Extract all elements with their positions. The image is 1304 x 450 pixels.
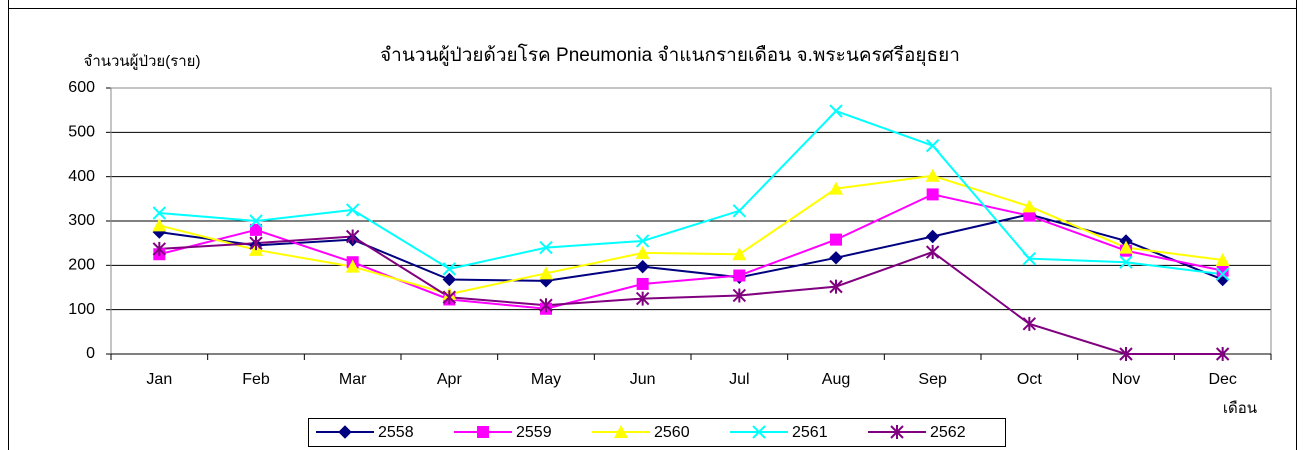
data-point <box>926 188 939 201</box>
legend-marker <box>752 425 766 439</box>
data-point <box>829 104 843 118</box>
y-tick-label: 100 <box>68 301 95 318</box>
legend-marker <box>338 425 352 439</box>
data-point <box>635 291 650 306</box>
y-axis-label: จำนวนผู้ป่วย(ราย) <box>84 53 201 70</box>
x-tick-label: Sep <box>918 371 947 388</box>
legend-label: 2561 <box>792 424 828 441</box>
legend-label: 2560 <box>654 424 690 441</box>
data-point <box>442 272 457 287</box>
x-tick-label: Jan <box>146 371 172 388</box>
data-point <box>925 229 940 244</box>
legend-marker <box>890 425 904 439</box>
series-line <box>159 213 1224 282</box>
data-point <box>1022 199 1037 213</box>
x-tick-label: Nov <box>1112 371 1140 388</box>
data-point <box>539 240 553 255</box>
x-tick-label: Feb <box>242 371 270 388</box>
data-point <box>1022 316 1037 331</box>
data-point <box>249 236 263 251</box>
data-point <box>636 277 649 290</box>
data-point <box>249 214 263 228</box>
data-point <box>925 138 940 153</box>
series-line <box>159 235 1223 355</box>
data-point <box>1215 347 1230 361</box>
data-point <box>152 218 167 232</box>
y-tick-label: 0 <box>86 345 95 362</box>
data-point <box>732 247 747 261</box>
y-tick-label: 300 <box>68 212 95 229</box>
data-point <box>345 203 360 217</box>
chart-title: จำนวนผู้ป่วยด้วยโรค Pneumonia จำแนกรายเด… <box>380 43 960 67</box>
data-point <box>635 245 650 259</box>
y-tick-label: 400 <box>68 168 95 185</box>
y-tick-label: 600 <box>68 79 95 96</box>
data-point <box>635 259 650 274</box>
series-line <box>159 109 1223 276</box>
series-line <box>159 193 1223 310</box>
data-point <box>732 204 747 218</box>
data-point <box>442 262 457 276</box>
legend-label: 2562 <box>930 424 966 441</box>
data-point <box>925 245 940 260</box>
legend-label: 2558 <box>378 424 414 441</box>
data-point <box>1022 251 1037 266</box>
x-tick-label: Apr <box>437 371 463 388</box>
x-tick-label: Jul <box>729 371 749 388</box>
y-tick-label: 200 <box>68 257 95 274</box>
legend-label: 2559 <box>516 424 552 441</box>
data-point <box>1216 264 1229 277</box>
data-point <box>345 259 360 273</box>
data-point <box>925 168 940 182</box>
data-point <box>152 241 167 256</box>
data-point <box>829 181 843 195</box>
data-point <box>829 251 843 265</box>
data-point <box>1119 347 1133 361</box>
data-point <box>152 206 167 220</box>
y-tick-label: 500 <box>68 124 95 141</box>
legend-marker <box>614 425 628 438</box>
x-tick-label: May <box>531 371 561 388</box>
data-point <box>829 279 843 294</box>
x-tick-label: Aug <box>822 371 850 388</box>
x-tick-label: Jun <box>630 371 656 388</box>
data-point <box>635 234 650 248</box>
data-point <box>1119 240 1133 254</box>
x-tick-label: Dec <box>1208 371 1236 388</box>
x-axis-label: เดือน <box>1223 400 1257 417</box>
data-point <box>1215 267 1230 281</box>
data-point <box>733 269 746 282</box>
data-point <box>1215 253 1230 267</box>
data-point <box>539 298 553 313</box>
data-point <box>442 290 457 305</box>
data-point <box>1119 255 1133 269</box>
x-tick-label: Oct <box>1017 371 1042 388</box>
series-line <box>159 174 1223 296</box>
data-point <box>250 223 262 236</box>
legend-marker <box>477 426 489 438</box>
data-point <box>732 288 747 303</box>
data-point <box>1023 209 1036 222</box>
data-point <box>539 266 553 280</box>
x-tick-label: Mar <box>339 371 367 388</box>
data-point <box>345 229 360 244</box>
data-point <box>830 233 842 246</box>
